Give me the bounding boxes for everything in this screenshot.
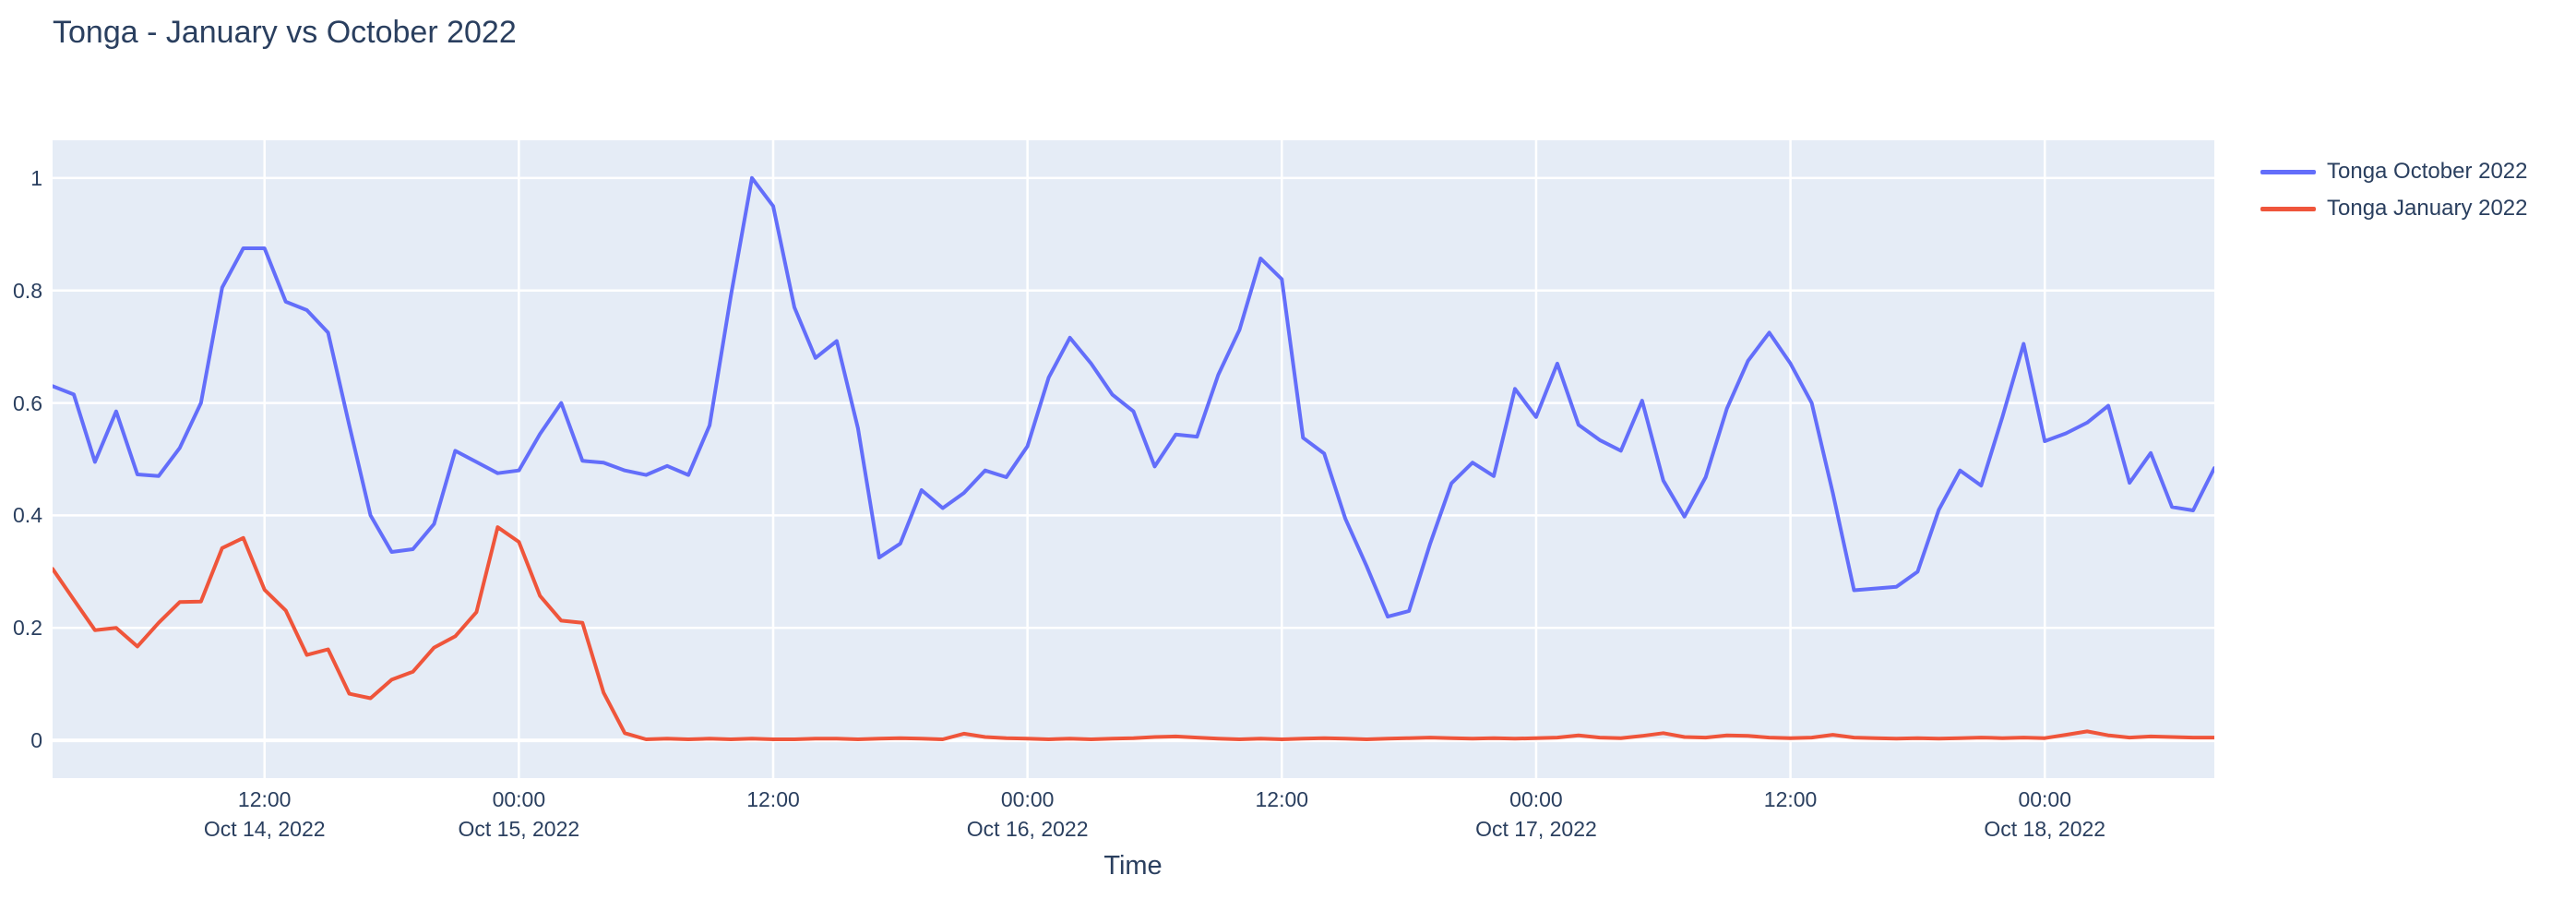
- legend-label-january: Tonga January 2022: [2327, 196, 2528, 221]
- legend-item-tonga-january-2022[interactable]: Tonga January 2022: [2260, 190, 2528, 227]
- legend-line-swatch-october: [2260, 169, 2316, 174]
- plot-area[interactable]: [53, 140, 2214, 778]
- x-tick-time-label: 00:00: [2018, 787, 2072, 811]
- x-tick-time-label: 12:00: [1763, 787, 1818, 811]
- y-tick-label: 0.8: [13, 278, 42, 303]
- x-tick-time-label: 00:00: [1000, 787, 1055, 811]
- legend-line-swatch-january: [2260, 206, 2316, 211]
- legend-label-october: Tonga October 2022: [2327, 159, 2528, 184]
- x-tick-date-label: Oct 18, 2022: [1984, 817, 2106, 841]
- x-tick-time-label: 00:00: [492, 787, 546, 811]
- y-tick-label: 0.2: [13, 616, 42, 641]
- series-line-october[interactable]: [53, 175, 2214, 619]
- x-tick-time-label: 12:00: [237, 787, 292, 811]
- y-tick-label: 0: [30, 728, 42, 753]
- x-tick-date-label: Oct 15, 2022: [458, 817, 580, 841]
- y-tick-label: 1: [30, 165, 42, 190]
- legend: Tonga October 2022 Tonga January 2022: [2260, 153, 2528, 227]
- y-tick-label: 0.6: [13, 390, 42, 415]
- x-axis-title: Time: [1103, 851, 1163, 881]
- x-tick-date-label: Oct 17, 2022: [1475, 817, 1597, 841]
- legend-item-tonga-october-2022[interactable]: Tonga October 2022: [2260, 153, 2528, 190]
- x-tick-time-label: 12:00: [746, 787, 800, 811]
- x-tick-time-label: 00:00: [1509, 787, 1563, 811]
- x-tick-date-label: Oct 16, 2022: [966, 817, 1089, 841]
- series-line-january[interactable]: [53, 525, 2214, 741]
- y-tick-label: 0.4: [13, 503, 42, 528]
- x-tick-time-label: 12:00: [1255, 787, 1309, 811]
- x-tick-date-label: Oct 14, 2022: [203, 817, 326, 841]
- plot-background: [53, 140, 2214, 778]
- chart-title: Tonga - January vs October 2022: [53, 15, 517, 50]
- plot-region: [53, 140, 2214, 778]
